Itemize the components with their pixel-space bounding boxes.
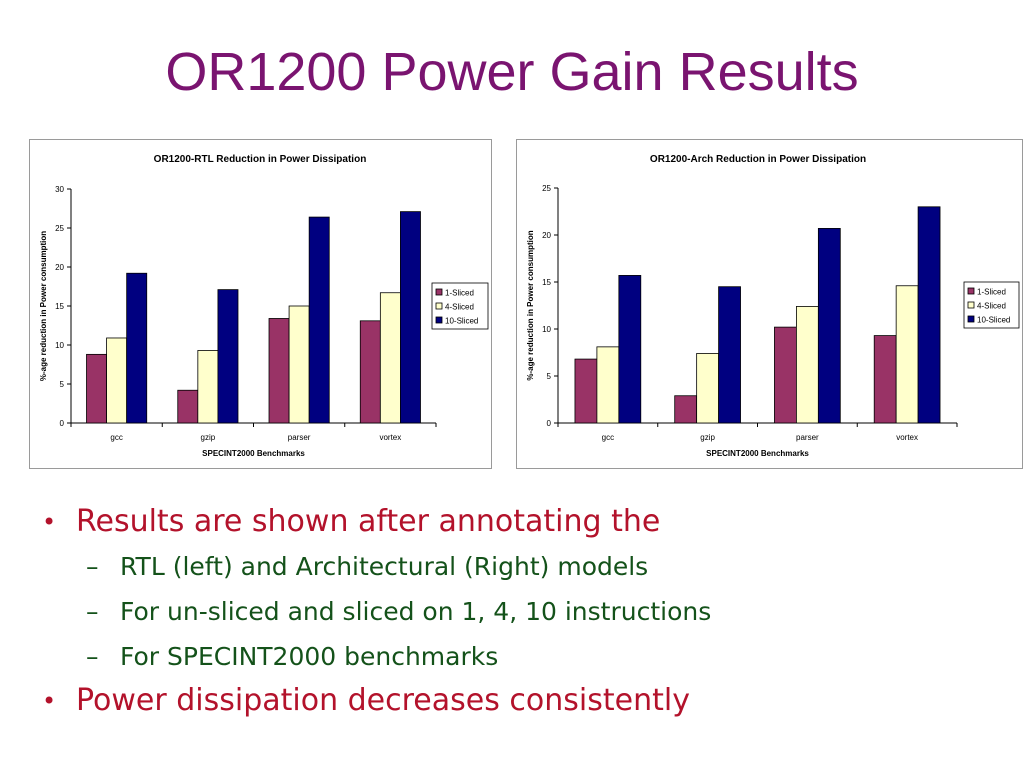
- bullet-list: • Results are shown after annotating the…: [40, 500, 1000, 723]
- bar-1-sliced: [268, 318, 290, 424]
- bar-10-sliced: [400, 211, 421, 424]
- legend-swatch: [967, 315, 975, 323]
- x-axis-label: SPECINT2000 Benchmarks: [706, 449, 809, 458]
- bar-10-sliced: [618, 275, 642, 424]
- dash-marker: –: [86, 552, 99, 581]
- sub-bullet-item: – For SPECINT2000 benchmarks: [40, 634, 1000, 679]
- legend-swatch: [967, 287, 975, 295]
- y-tick-label: 15: [542, 278, 551, 287]
- legend-swatch: [435, 316, 443, 324]
- bar-4-sliced: [895, 285, 919, 424]
- bar-1-sliced: [873, 335, 897, 424]
- y-tick-label: 10: [55, 341, 64, 350]
- bullet-marker: •: [42, 508, 57, 536]
- bar-4-sliced: [379, 292, 401, 424]
- bar-1-sliced: [774, 326, 797, 424]
- dash-marker: –: [86, 597, 99, 626]
- legend-swatch: [435, 302, 443, 310]
- bar-10-sliced: [718, 286, 741, 424]
- slide-title: OR1200 Power Gain Results: [165, 42, 859, 102]
- x-axis-label: SPECINT2000 Benchmarks: [202, 449, 305, 458]
- x-tick-label: vortex: [896, 433, 918, 442]
- legend-label: 1-Sliced: [445, 289, 474, 298]
- rtl-chart: OR1200-RTL Reduction in Power Dissipatio…: [29, 139, 492, 469]
- sub-bullet-text: For un-sliced and sliced on 1, 4, 10 ins…: [120, 597, 712, 626]
- bar-1-sliced: [574, 358, 598, 424]
- bullet-item: • Results are shown after annotating the: [40, 500, 1000, 544]
- legend-label: 1-Sliced: [977, 288, 1006, 297]
- sub-bullet-text: For SPECINT2000 benchmarks: [120, 642, 499, 671]
- x-tick-label: gzip: [201, 433, 216, 442]
- x-tick-label: vortex: [379, 433, 401, 442]
- y-tick-label: 0: [547, 419, 552, 428]
- x-tick-label: parser: [796, 433, 819, 442]
- bar-4-sliced: [197, 350, 219, 424]
- bar-1-sliced: [177, 389, 199, 424]
- bar-4-sliced: [796, 306, 819, 424]
- arch-chart: OR1200-Arch Reduction in Power Dissipati…: [516, 139, 1023, 469]
- y-tick-label: 5: [60, 380, 65, 389]
- arch-chart-svg: OR1200-Arch Reduction in Power Dissipati…: [526, 154, 1020, 458]
- legend-label: 10-Sliced: [977, 316, 1010, 325]
- rtl-chart-svg: OR1200-RTL Reduction in Power Dissipatio…: [39, 154, 489, 458]
- bar-10-sliced: [126, 272, 148, 424]
- bullet-text: Power dissipation decreases consistently: [76, 683, 690, 718]
- chart-title: OR1200-Arch Reduction in Power Dissipati…: [650, 154, 866, 165]
- y-tick-label: 5: [547, 372, 552, 381]
- bar-10-sliced: [217, 289, 239, 424]
- y-axis-label: %-age reduction in Power consumption: [39, 231, 48, 381]
- x-tick-label: gcc: [602, 433, 614, 442]
- dash-marker: –: [86, 642, 99, 671]
- sub-bullet-text: RTL (left) and Architectural (Right) mod…: [120, 552, 649, 581]
- y-axis-label: %-age reduction in Power consumption: [526, 230, 535, 380]
- y-tick-label: 20: [55, 263, 64, 272]
- bullet-item: • Power dissipation decreases consistent…: [40, 679, 1000, 723]
- legend-label: 10-Sliced: [445, 317, 478, 326]
- bullet-marker: •: [42, 687, 57, 715]
- bar-10-sliced: [308, 216, 330, 424]
- y-tick-label: 15: [55, 302, 64, 311]
- bar-4-sliced: [696, 353, 719, 424]
- x-tick-label: gzip: [700, 433, 715, 442]
- legend-swatch: [967, 301, 975, 309]
- bar-1-sliced: [674, 395, 698, 424]
- y-tick-label: 0: [60, 419, 65, 428]
- bar-1-sliced: [359, 320, 381, 424]
- y-tick-label: 20: [542, 231, 551, 240]
- bar-4-sliced: [596, 346, 620, 424]
- x-tick-label: gcc: [110, 433, 122, 442]
- legend-swatch: [435, 288, 443, 296]
- y-tick-label: 25: [542, 184, 551, 193]
- sub-bullet-item: – For un-sliced and sliced on 1, 4, 10 i…: [40, 589, 1000, 634]
- y-tick-label: 10: [542, 325, 551, 334]
- bar-4-sliced: [106, 337, 128, 424]
- y-tick-label: 30: [55, 185, 64, 194]
- bar-10-sliced: [917, 206, 941, 424]
- y-tick-label: 25: [55, 224, 64, 233]
- bar-10-sliced: [817, 228, 841, 424]
- bar-1-sliced: [86, 353, 107, 424]
- x-tick-label: parser: [288, 433, 311, 442]
- bullet-text: Results are shown after annotating the: [76, 504, 661, 539]
- chart-title: OR1200-RTL Reduction in Power Dissipatio…: [154, 154, 367, 165]
- legend-label: 4-Sliced: [977, 302, 1006, 311]
- bar-4-sliced: [288, 305, 310, 424]
- legend-label: 4-Sliced: [445, 303, 474, 312]
- sub-bullet-item: – RTL (left) and Architectural (Right) m…: [40, 544, 1000, 589]
